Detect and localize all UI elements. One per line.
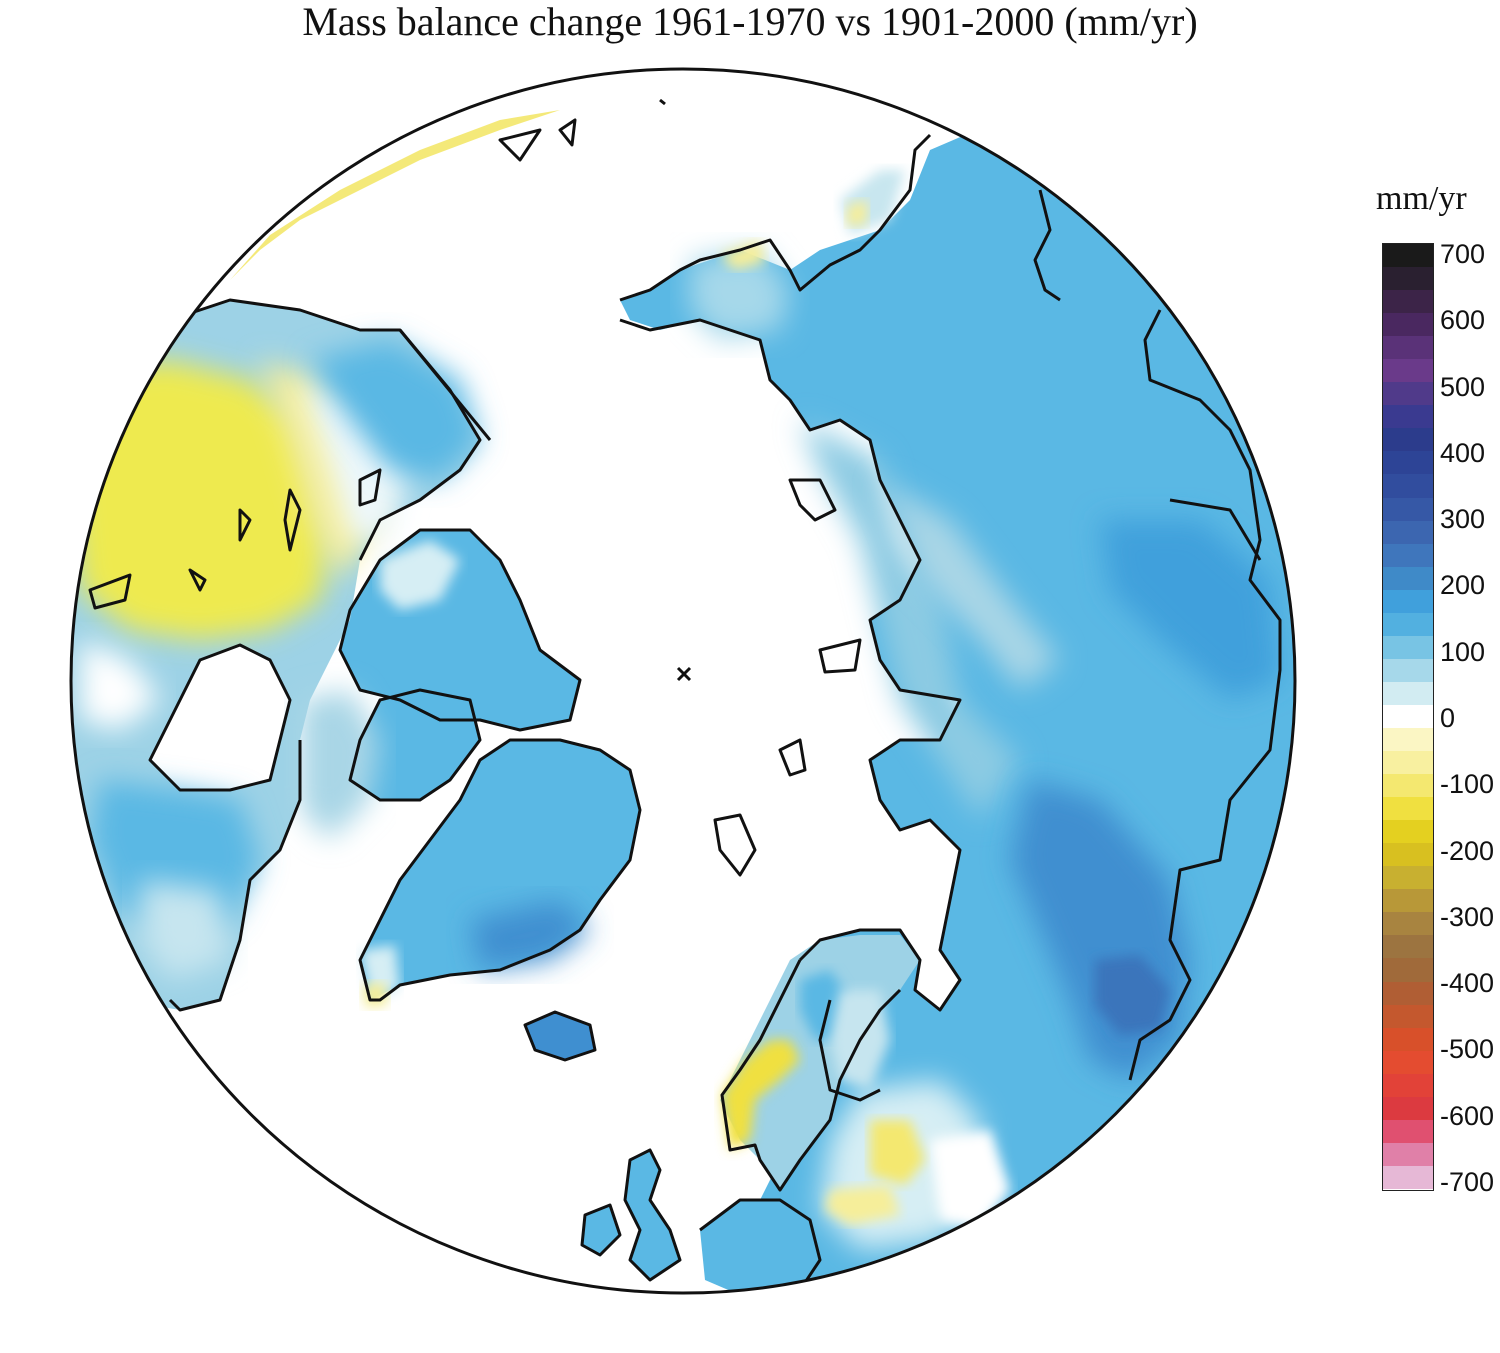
colorbar-segment [1383, 1073, 1433, 1097]
colorbar-segment [1383, 566, 1433, 590]
colorbar-segment [1383, 681, 1433, 705]
colorbar-tick-label: 100 [1440, 636, 1486, 667]
siberia-lighter-band [800, 420, 1020, 820]
colorbar-tick-label: 400 [1440, 437, 1486, 468]
colorbar-segment [1383, 244, 1433, 268]
colorbar-segment [1383, 866, 1433, 890]
colorbar-segment [1383, 474, 1433, 498]
siberia-mid-blue [1100, 520, 1280, 700]
ukraine-yellow [870, 1120, 925, 1185]
colorbar-segment [1383, 981, 1433, 1005]
central-asia-core [1095, 955, 1170, 1035]
colorbar-segment [1383, 889, 1433, 913]
colorbar-segment [1383, 1027, 1433, 1051]
colorbar-tick-label: 700 [1440, 239, 1486, 269]
colorbar-tick-label: -400 [1440, 968, 1495, 999]
colorbar-segment [1383, 405, 1433, 429]
colorbar-segment [1383, 290, 1433, 314]
colorbar-segment [1383, 935, 1433, 959]
colorbar-tick-label: 500 [1440, 371, 1486, 402]
colorbar-legend: mm/yr 700 600 500 400 300 200 100 0 -100 -200 -300… [1360, 180, 1500, 1210]
central-europe-yellow [825, 1185, 900, 1225]
colorbar-segment [1383, 1050, 1433, 1074]
colorbar-segment [1383, 658, 1433, 682]
colorbar-tick-label: 300 [1440, 504, 1486, 535]
alaska-south-white [80, 640, 160, 730]
figure-title: Mass balance change 1961-1970 vs 1901-20… [302, 0, 1198, 44]
colorbar-tick-label: -500 [1440, 1034, 1495, 1065]
west-europe [700, 1200, 820, 1293]
colorbar-tick-label: -700 [1440, 1167, 1495, 1197]
pole-marker [676, 666, 692, 682]
colorbar-segment [1383, 497, 1433, 521]
archipelago-light [380, 540, 460, 610]
colorbar-segment [1383, 1096, 1433, 1120]
chukotka-yellow [720, 240, 765, 270]
colorbar-segment [1383, 451, 1433, 475]
colorbar-segment [1383, 520, 1433, 544]
colorbar-segment [1383, 543, 1433, 567]
colorbar-segment [1383, 1165, 1433, 1189]
baffin-island [350, 690, 480, 800]
colorbar-segment [1383, 727, 1433, 752]
colorbar-segment [1383, 267, 1433, 291]
near-zero-fringe [300, 380, 410, 540]
colorbar-segment [1383, 820, 1433, 844]
colorbar [1382, 243, 1434, 1191]
colorbar-segment [1383, 1119, 1433, 1143]
legend-units: mm/yr [1376, 180, 1467, 217]
colorbar-segment [1383, 1142, 1433, 1166]
map-boundary [69, 67, 1297, 1295]
great-britain [625, 1150, 680, 1280]
colorbar-tick-label: -100 [1440, 769, 1495, 800]
colorbar-segment [1383, 843, 1433, 867]
colorbar-segment [1383, 428, 1433, 452]
alaska-yukon-yellow [71, 360, 330, 640]
colorbar-segment [1383, 382, 1433, 406]
colorbar-tick-label: 200 [1440, 570, 1486, 601]
colorbar-tick-label: -300 [1440, 901, 1495, 932]
colorbar-segment [1383, 1004, 1433, 1028]
colorbar-segment [1383, 359, 1433, 383]
colorbar-segment [1383, 797, 1433, 821]
colorbar-segment [1383, 612, 1433, 636]
kamchatka-yellow [846, 200, 868, 226]
colorbar-tick-label: -200 [1440, 835, 1495, 866]
colorbar-segment [1383, 912, 1433, 936]
colorbar-tick-label: -600 [1440, 1100, 1495, 1131]
colorbar-segment [1383, 958, 1433, 982]
siberia-lighter-band2 [880, 480, 1060, 690]
canada-light-patch [140, 880, 230, 980]
hudson-bay [150, 645, 290, 790]
colorbar-segment [1383, 336, 1433, 360]
colorbar-segment [1383, 635, 1433, 659]
east-europe-white [930, 1130, 1010, 1230]
colorbar-segment [1383, 774, 1433, 798]
greenland-south-blue [470, 900, 590, 970]
chukotka-light [690, 250, 790, 340]
colorbar-segment [1383, 751, 1433, 775]
colorbar-tick-label: 600 [1440, 305, 1486, 336]
colorbar-segment [1383, 313, 1433, 337]
colorbar-tick-label: 0 [1440, 703, 1456, 733]
iceland [525, 1012, 595, 1060]
canada-east-light [300, 690, 380, 840]
field-layer [71, 69, 1295, 1293]
colorbar-segment [1383, 589, 1433, 613]
coastlines [88, 98, 1282, 1291]
colorbar-segment [1383, 704, 1433, 728]
